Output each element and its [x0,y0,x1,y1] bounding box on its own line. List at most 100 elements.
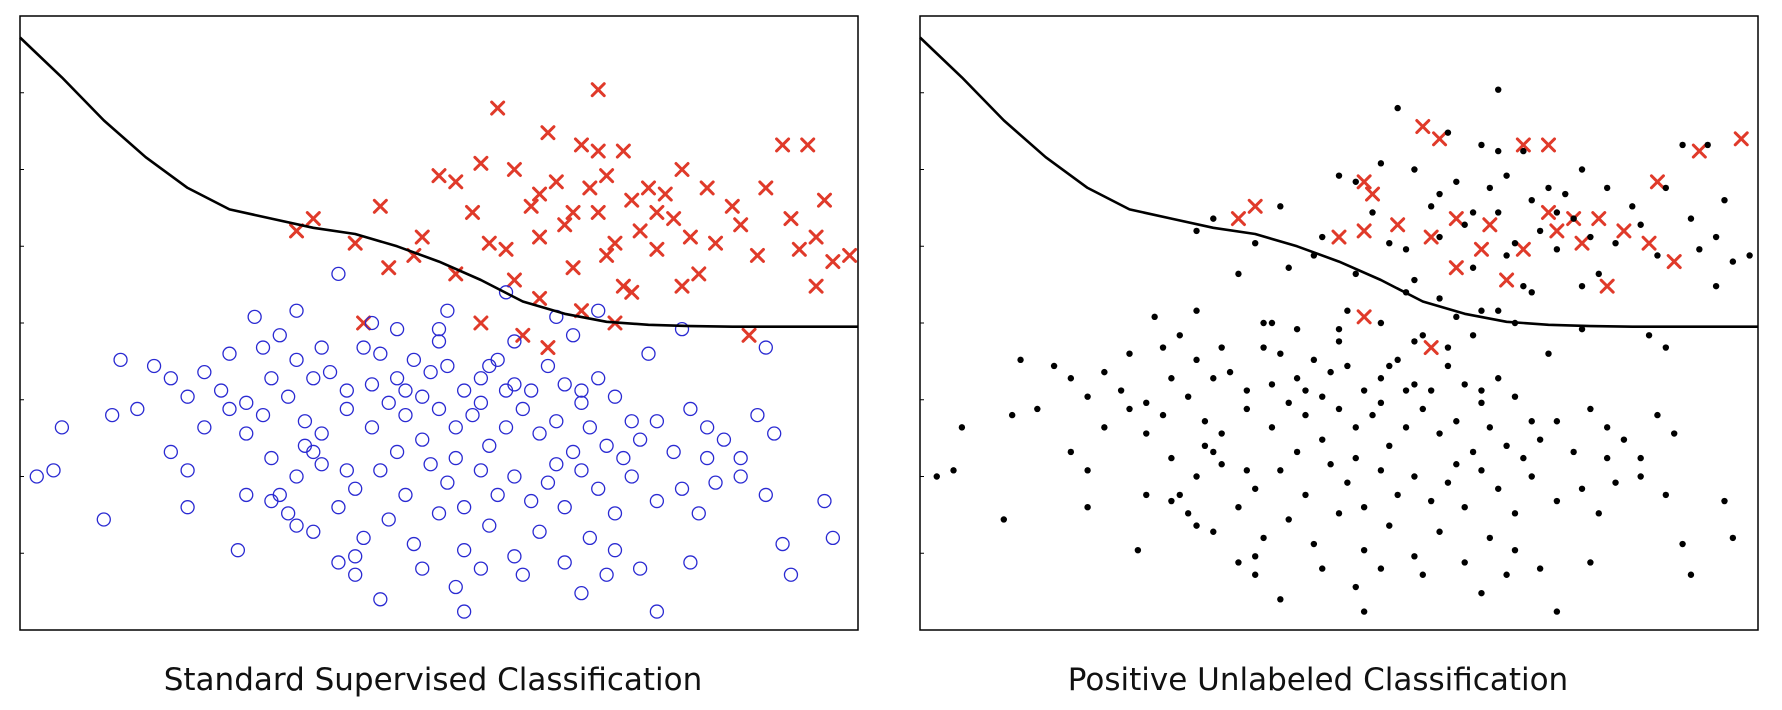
x-marker-stroke [565,260,581,276]
x-marker-stroke [615,143,631,159]
unlabeled-dot-marker [1520,282,1527,290]
x-marker-stroke [607,235,623,251]
negative-circle-marker [348,481,363,496]
positive-x-marker [1390,217,1406,233]
negative-circle-marker [649,604,665,619]
x-marker-stroke [1599,278,1615,294]
unlabeled-dot-marker [1612,239,1619,247]
negative-circle-marker [649,414,665,429]
unlabeled-dot-marker [1327,461,1334,468]
x-marker-stroke [1230,211,1246,227]
negative-circle-marker [498,285,514,300]
x-marker-stroke [624,284,640,300]
x-marker-stroke [783,211,799,227]
negative-circle-marker [750,407,765,423]
x-marker-stroke [775,137,791,153]
negative-circle-marker [197,420,212,435]
unlabeled-dot-marker [1067,448,1075,456]
positive-x-marker [473,155,489,171]
negative-circle-marker [607,543,623,558]
negative-circle-marker [649,493,665,509]
positive-x-marker [557,217,573,233]
x-marker-stroke [414,229,430,245]
unlabeled-dot-marker [1008,411,1016,419]
negative-circle-marker [364,315,380,331]
unlabeled-dot-marker [1143,399,1150,407]
unlabeled-dot-marker [1243,405,1251,413]
unlabeled-dot-marker [1528,473,1535,480]
unlabeled-dot-marker [1134,546,1142,554]
unlabeled-dot-marker [1168,454,1175,462]
positive-x-marker [632,223,648,239]
positive-x-marker [481,235,497,251]
unlabeled-dot-marker [1268,424,1276,431]
positive-x-marker [842,247,858,263]
negative-circle-marker [473,395,489,410]
x-marker-stroke [523,198,539,214]
positive-x-marker [1415,119,1431,135]
unlabeled-dot-marker [1050,362,1058,370]
negative-circle-marker [431,506,447,521]
unlabeled-dot-marker [1159,344,1167,351]
positive-x-marker [741,327,757,343]
unlabeled-dot-marker [1084,393,1091,400]
positive-x-marker [624,284,640,300]
positive-x-marker [532,290,548,306]
negative-circle-marker [415,432,430,447]
x-marker-stroke [1616,223,1632,239]
unlabeled-dot-marker [1704,141,1711,149]
negative-circle-marker [398,407,413,423]
unlabeled-dot-marker [1377,467,1385,474]
x-marker-stroke [506,272,522,288]
unlabeled-dot-marker [1176,332,1183,339]
positive-x-marker [465,204,481,220]
unlabeled-dot-marker [1545,184,1552,192]
negative-circle-marker [456,500,472,515]
unlabeled-dot-marker [1578,325,1586,333]
x-marker-stroke [1482,217,1498,233]
unlabeled-dot-marker [1603,424,1611,431]
x-marker-stroke [557,217,573,233]
x-marker-stroke [381,260,397,276]
unlabeled-dot-marker [1411,276,1418,284]
unlabeled-dot-marker [1386,522,1393,529]
negative-circle-marker [591,303,606,318]
positive-x-marker [523,198,539,214]
positive-x-marker [540,125,556,141]
unlabeled-dot-marker [1587,559,1594,566]
positive-x-marker [758,180,774,196]
unlabeled-dot-marker [1360,504,1368,511]
unlabeled-dot-marker [1453,313,1460,321]
positive-x-marker [1541,137,1556,153]
unlabeled-dot-marker [1603,184,1611,192]
negative-circle-marker [180,389,195,404]
positive-x-marker [1691,143,1707,159]
unlabeled-dot-marker [1729,258,1737,265]
x-marker-stroke [347,235,363,251]
positive-x-marker [724,198,740,214]
unlabeled-dot-marker [1687,215,1695,222]
x-marker-stroke [1641,235,1657,251]
positive-x-marker [372,198,388,214]
negative-circle-marker [213,383,229,398]
unlabeled-dot-marker [1436,233,1443,241]
negative-circle-marker [591,481,606,496]
x-marker-stroke [1549,223,1565,239]
x-marker-stroke [573,303,589,319]
positive-x-marker [590,204,606,220]
unlabeled-dot-marker [1536,565,1544,572]
negative-circle-marker [557,377,572,392]
unlabeled-dot-marker [1252,553,1259,560]
unlabeled-dot-marker [1528,418,1535,425]
x-marker-stroke [724,198,740,214]
negative-circle-marker [683,401,698,417]
x-marker-stroke [289,223,305,239]
negative-circle-marker [272,328,287,343]
x-marker-stroke [532,290,548,306]
unlabeled-dot-marker [1168,375,1175,382]
unlabeled-dot-marker [1511,239,1519,247]
unlabeled-dot-marker [1478,387,1485,394]
unlabeled-dot-marker [1159,411,1167,419]
x-marker-stroke [791,241,807,257]
unlabeled-dot-marker [1151,313,1158,321]
